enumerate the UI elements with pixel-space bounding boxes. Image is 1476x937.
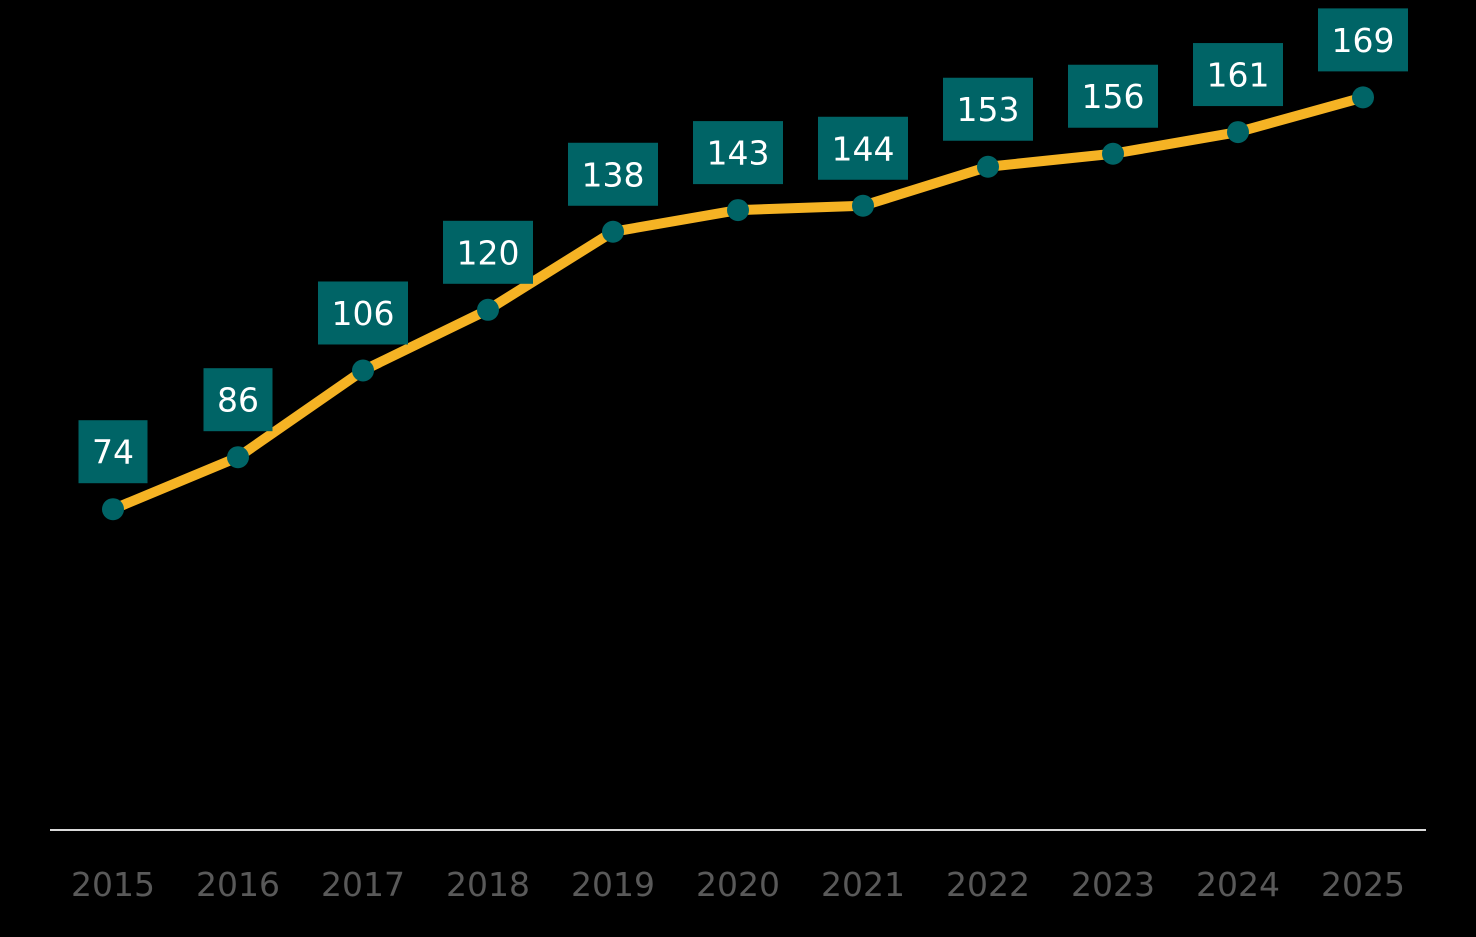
data-label: 106 <box>318 281 408 345</box>
data-label-value: 156 <box>1082 77 1145 116</box>
data-label-box <box>943 77 1033 141</box>
data-label-value: 143 <box>707 134 770 173</box>
data-label: 153 <box>943 77 1033 141</box>
data-label-box <box>78 420 148 484</box>
data-label: 138 <box>568 142 658 206</box>
x-tick-label: 2016 <box>196 865 280 904</box>
data-point-marker <box>477 298 499 321</box>
data-label-value: 120 <box>457 233 520 272</box>
data-point-marker <box>852 194 874 217</box>
data-point-marker <box>102 498 124 521</box>
data-label-box <box>1318 8 1408 72</box>
data-point-marker <box>727 199 749 222</box>
data-label: 143 <box>693 121 783 185</box>
data-label-value: 144 <box>832 129 895 168</box>
x-tick-label: 2023 <box>1071 865 1155 904</box>
data-label-box <box>318 281 408 345</box>
data-point-marker <box>227 446 249 469</box>
x-tick-label: 2015 <box>71 865 155 904</box>
data-label: 156 <box>1068 64 1158 128</box>
data-point-marker <box>1227 121 1249 144</box>
data-label-value: 74 <box>92 433 134 472</box>
data-label: 169 <box>1318 8 1408 72</box>
data-label-value: 153 <box>957 90 1020 129</box>
data-label-box <box>1068 64 1158 128</box>
data-point-marker <box>1102 142 1124 165</box>
data-label: 120 <box>443 220 533 284</box>
data-label-box <box>443 220 533 284</box>
data-label-box <box>203 368 273 432</box>
data-point-marker <box>352 359 374 382</box>
data-labels: 74 86 106 120 138 143 144 153 156 161 169 <box>78 8 1408 484</box>
x-tick-label: 2025 <box>1321 865 1405 904</box>
data-label-box <box>818 116 908 180</box>
data-point-marker <box>1352 86 1374 109</box>
data-label-box <box>693 121 783 185</box>
data-label-box <box>1193 43 1283 107</box>
data-label: 161 <box>1193 43 1283 107</box>
data-label-value: 106 <box>332 294 395 333</box>
x-tick-label: 2020 <box>696 865 780 904</box>
data-label-value: 169 <box>1332 21 1395 60</box>
x-tick-label: 2024 <box>1196 865 1280 904</box>
x-tick-label: 2017 <box>321 865 405 904</box>
x-tick-label: 2019 <box>571 865 655 904</box>
x-tick-label: 2022 <box>946 865 1030 904</box>
data-label-value: 161 <box>1207 56 1270 95</box>
data-label: 74 <box>78 420 148 484</box>
data-label-value: 138 <box>582 155 645 194</box>
data-label-value: 86 <box>217 381 259 420</box>
data-label: 144 <box>818 116 908 180</box>
data-label: 86 <box>203 368 273 432</box>
x-tick-label: 2018 <box>446 865 530 904</box>
x-axis-tick-labels: 2015 2016 2017 2018 2019 2020 2021 2022 2023 2024… <box>71 865 1405 904</box>
data-markers <box>102 86 1374 521</box>
data-label-box <box>568 142 658 206</box>
data-point-marker <box>977 155 999 178</box>
data-point-marker <box>602 220 624 243</box>
x-tick-label: 2021 <box>821 865 905 904</box>
